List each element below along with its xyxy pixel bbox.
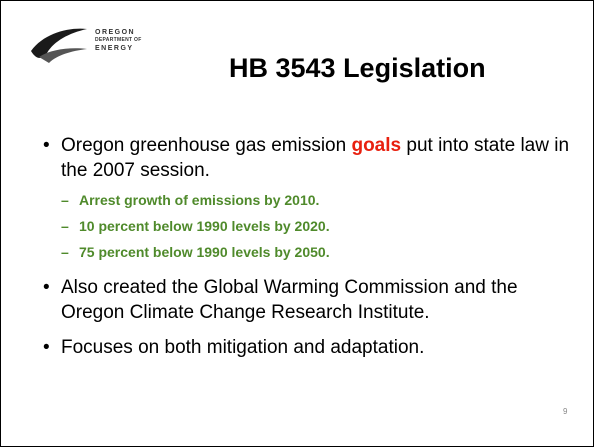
slide-title: HB 3543 Legislation xyxy=(229,53,486,83)
bullet-list: Oregon greenhouse gas emission goals put… xyxy=(39,133,579,370)
logo-line: OREGON xyxy=(95,29,136,36)
sub-bullet: 75 percent below 1990 levels by 2050. xyxy=(61,239,579,265)
bullet: Oregon greenhouse gas emission goals put… xyxy=(39,133,579,265)
logo-line: ENERGY xyxy=(95,45,134,52)
bullet: Focuses on both mitigation and adaptatio… xyxy=(39,335,579,360)
logo-swoosh xyxy=(31,28,87,63)
bullet-text: put into state law in the 2007 session. xyxy=(61,135,570,181)
page-number: 9 xyxy=(563,407,568,416)
highlight: goals xyxy=(351,135,402,156)
sub-bullet: 10 percent below 1990 levels by 2020. xyxy=(61,213,579,239)
sub-bullet: Arrest growth of emissions by 2010. xyxy=(61,187,579,213)
bullet: Also created the Global Warming Commissi… xyxy=(39,275,579,325)
logo-line: DEPARTMENT OF xyxy=(95,37,142,43)
sub-list: Arrest growth of emissions by 2010. 10 p… xyxy=(61,187,579,265)
bullet-text: Oregon greenhouse gas emission xyxy=(61,135,352,156)
logo-text: OREGON DEPARTMENT OF ENERGY xyxy=(95,28,142,53)
